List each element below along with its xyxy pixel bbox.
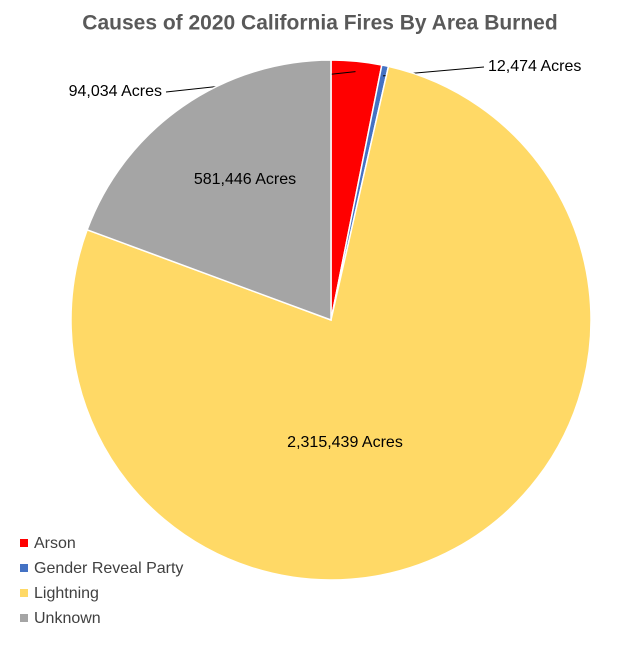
legend-label: Lightning: [34, 585, 99, 602]
legend-swatch: [20, 539, 28, 547]
data-label: 581,446 Acres: [194, 171, 296, 188]
data-label: 2,315,439 Acres: [287, 434, 403, 451]
pie-slice: [86, 59, 332, 322]
pie-slice: [70, 65, 592, 581]
legend-label: Gender Reveal Party: [34, 560, 183, 577]
legend-label: Arson: [34, 535, 76, 552]
legend-swatch: [20, 614, 28, 622]
legend-swatch: [20, 564, 28, 572]
legend-label: Unknown: [34, 610, 101, 627]
chart-title: Causes of 2020 California Fires By Area …: [82, 12, 557, 35]
legend-swatch: [20, 589, 28, 597]
data-label: 12,474 Acres: [488, 58, 581, 75]
data-label: 94,034 Acres: [69, 83, 162, 100]
